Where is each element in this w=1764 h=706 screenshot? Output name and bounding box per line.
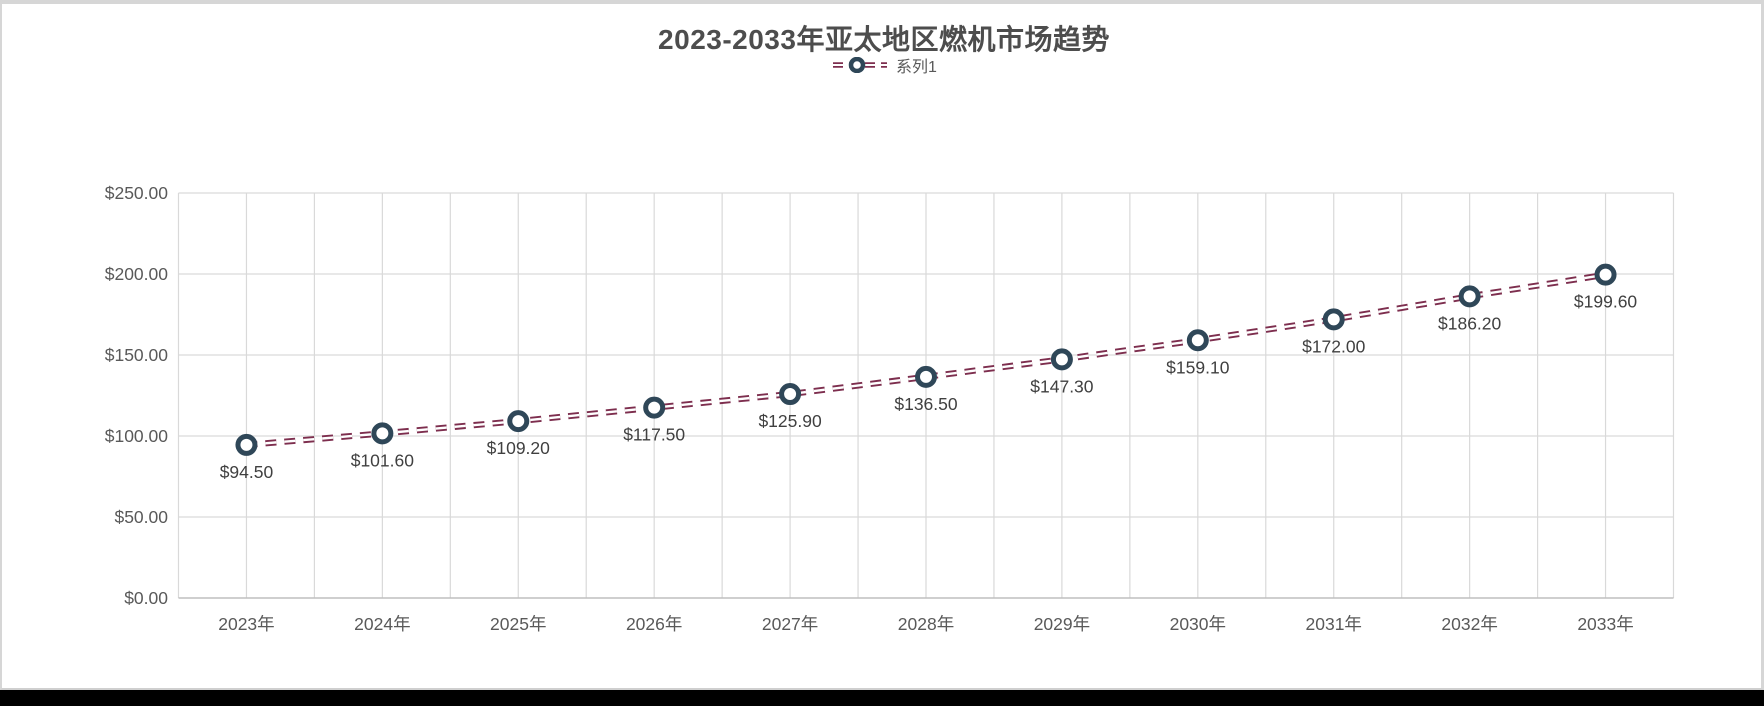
x-axis-tick-label: 2026年 [626,614,682,634]
data-point-marker[interactable] [371,422,394,445]
legend[interactable]: 系列1 [2,54,1764,76]
data-point-marker[interactable] [507,410,530,433]
x-axis-tick-label: 2027年 [762,614,818,634]
data-label: $125.90 [758,411,822,431]
data-label: $147.30 [1030,376,1094,396]
legend-swatch-part [848,57,866,73]
data-point-marker[interactable] [1322,308,1345,331]
x-axis-tick-label: 2028年 [898,614,954,634]
data-point-marker[interactable] [1050,348,1073,371]
data-label: $186.20 [1438,313,1502,333]
y-axis-tick-label: $250.00 [105,183,169,203]
x-axis-tick-label: 2023年 [218,614,274,634]
data-point-marker[interactable] [1458,285,1481,308]
x-axis-tick-label: 2029年 [1034,614,1090,634]
legend-entry-label: 系列1 [896,59,937,76]
legend-line-marker-icon [833,57,888,73]
chart-title: 2023-2033年亚太地区燃机市场趋势 [658,24,1110,55]
y-axis-tick-label: $0.00 [124,588,168,608]
chart-canvas[interactable]: $94.50 $101.60 $109.20 $117.50 $125.90 $136.5… [0,0,1764,690]
data-point-marker[interactable] [235,433,258,456]
x-axis-tick-label: 2025年 [490,614,546,634]
data-label: $117.50 [623,425,685,445]
data-label: $172.00 [1302,336,1366,356]
y-axis-tick-label: $150.00 [105,345,169,365]
plot-area: $94.50 $101.60 $109.20 $117.50 $125.90 $136.5… [105,183,1675,634]
y-axis-tick-label: $50.00 [114,507,168,527]
data-point-marker[interactable] [915,365,937,388]
data-label: $136.50 [894,394,958,414]
data-label: $159.10 [1166,357,1230,377]
y-axis-tick-label: $100.00 [105,426,169,446]
x-axis-tick-label: 2032年 [1441,614,1497,634]
series-line-core [246,273,1606,447]
data-point-marker[interactable] [779,383,802,406]
data-point-marker[interactable] [643,396,666,419]
x-axis-tick-label: 2033年 [1577,614,1633,634]
data-label: $199.60 [1574,292,1638,312]
x-axis-tick-label: 2030年 [1170,614,1226,634]
x-axis-tick-label: 2031年 [1306,614,1362,634]
y-axis-tick-label: $200.00 [105,264,169,284]
x-axis-tick-label: 2024年 [354,614,410,634]
taskbar-strip [0,690,1764,706]
data-point-marker[interactable] [1186,329,1209,352]
data-label: $101.60 [351,450,415,470]
data-label: $94.50 [220,462,274,482]
data-point-marker[interactable] [1594,263,1617,286]
data-label: $109.20 [487,438,551,458]
